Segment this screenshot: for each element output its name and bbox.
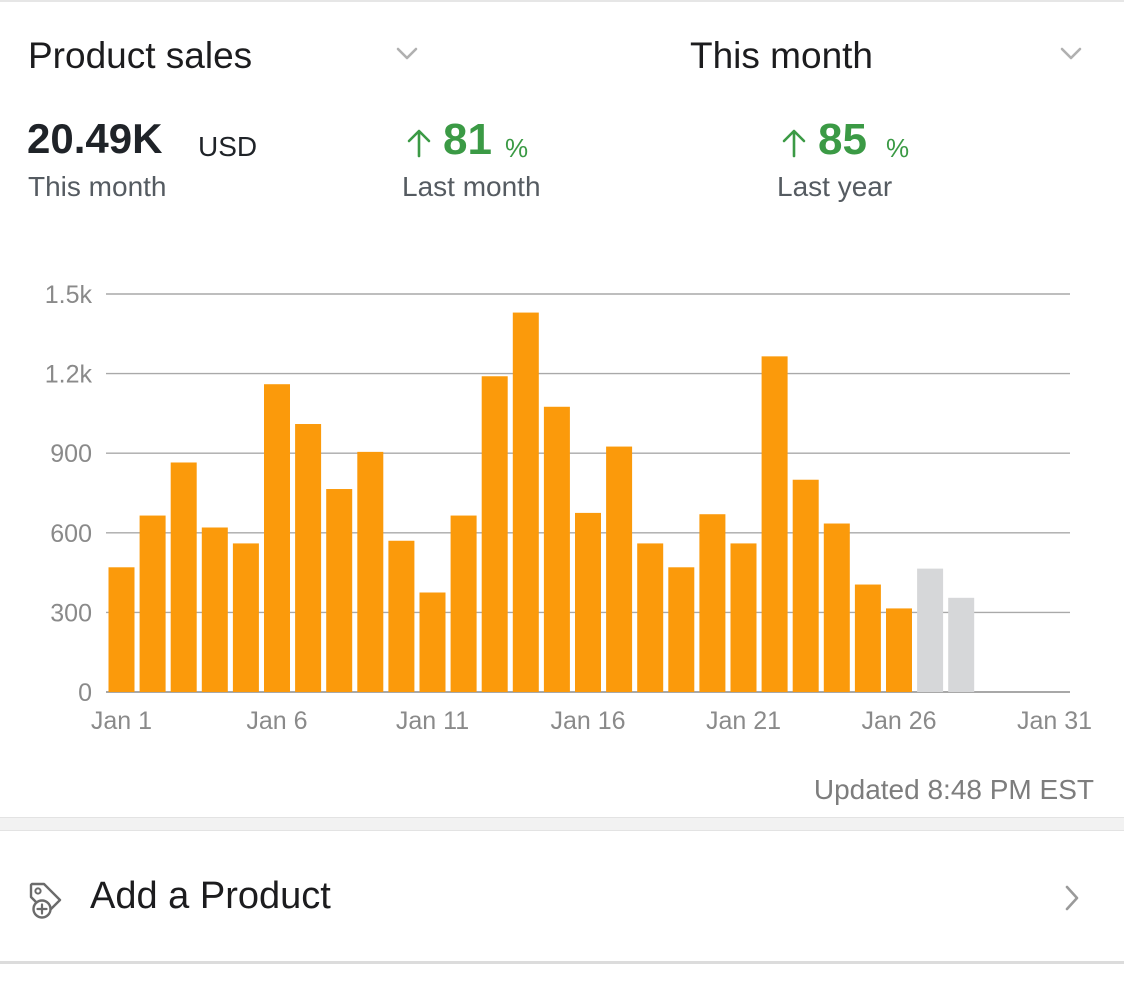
kpi-last-month-value: 81 <box>443 115 492 164</box>
y-tick-label: 1.2k <box>45 361 93 389</box>
section-divider <box>0 817 1124 831</box>
chevron-down-icon <box>1060 46 1082 64</box>
bar <box>792 479 819 692</box>
x-tick-label: Jan 26 <box>861 707 936 735</box>
bar <box>139 515 166 692</box>
bar-chart: 0 300 600 900 1.2k 1.5k Jan 1 Jan 6 Jan 11 Jan 16… <box>45 281 1092 735</box>
add-product-label: Add a Product <box>90 875 331 917</box>
bar <box>854 584 881 692</box>
bar-projected <box>917 568 944 692</box>
bar <box>264 384 290 692</box>
bar <box>388 540 415 692</box>
bar <box>668 567 695 692</box>
kpi-total-unit: USD <box>198 131 258 162</box>
kpi-last-year-value: 85 <box>818 115 867 164</box>
kpi-total-value: 20.49K <box>27 115 163 162</box>
bar-projected <box>948 597 975 692</box>
arrow-up-icon <box>406 128 432 158</box>
x-tick-label: Jan 16 <box>550 707 625 735</box>
arrow-up-icon <box>781 128 807 158</box>
bar <box>761 356 788 692</box>
x-tick-label: Jan 11 <box>396 707 469 735</box>
y-tick-label: 300 <box>50 599 92 627</box>
updated-timestamp: Updated 8:48 PM EST <box>813 774 1094 805</box>
chevron-down-icon <box>396 46 418 64</box>
kpi-last-year-percent: % <box>886 133 910 163</box>
kpi-last-month-caption: Last month <box>402 171 541 202</box>
add-product-row[interactable]: Add a Product <box>0 831 1124 961</box>
y-tick-label: 1.5k <box>45 281 93 309</box>
top-divider <box>0 0 1124 2</box>
bar <box>450 515 477 692</box>
bar <box>295 424 322 692</box>
bar <box>481 376 508 692</box>
kpi-last-month-percent: % <box>505 133 529 163</box>
y-tick-label: 0 <box>78 679 92 707</box>
bar <box>232 543 259 692</box>
bar <box>201 527 228 692</box>
bar <box>730 543 757 692</box>
x-tick-label: Jan 21 <box>706 707 781 735</box>
kpi-total-caption: This month <box>28 171 167 202</box>
tag-add-icon <box>26 879 68 921</box>
x-tick-label: Jan 6 <box>246 707 307 735</box>
x-tick-label: Jan 1 <box>91 707 152 735</box>
bar <box>108 567 135 692</box>
bottom-divider <box>0 961 1124 964</box>
sales-chart: 0 300 600 900 1.2k 1.5k Jan 1 Jan 6 Jan 11 Jan 16… <box>0 2 1124 767</box>
bar <box>357 451 384 692</box>
bar <box>606 446 633 692</box>
bar <box>823 523 850 692</box>
chevron-right-icon <box>1064 885 1080 911</box>
bar <box>886 608 912 692</box>
bar <box>575 512 601 692</box>
period-dropdown-label: This month <box>690 35 874 76</box>
bar <box>326 489 353 692</box>
bar <box>637 543 664 692</box>
metric-dropdown-label: Product sales <box>28 35 253 76</box>
bar <box>170 462 197 692</box>
product-sales-card: Product sales This month 20.49K USD This… <box>0 2 1124 817</box>
x-tick-label: Jan 31 <box>1017 707 1092 735</box>
bar <box>419 592 446 692</box>
kpi-last-year-caption: Last year <box>777 171 893 202</box>
bar <box>543 406 570 692</box>
bar <box>512 312 539 692</box>
y-tick-label: 900 <box>50 440 92 468</box>
y-tick-label: 600 <box>50 520 92 548</box>
bar <box>699 514 726 692</box>
